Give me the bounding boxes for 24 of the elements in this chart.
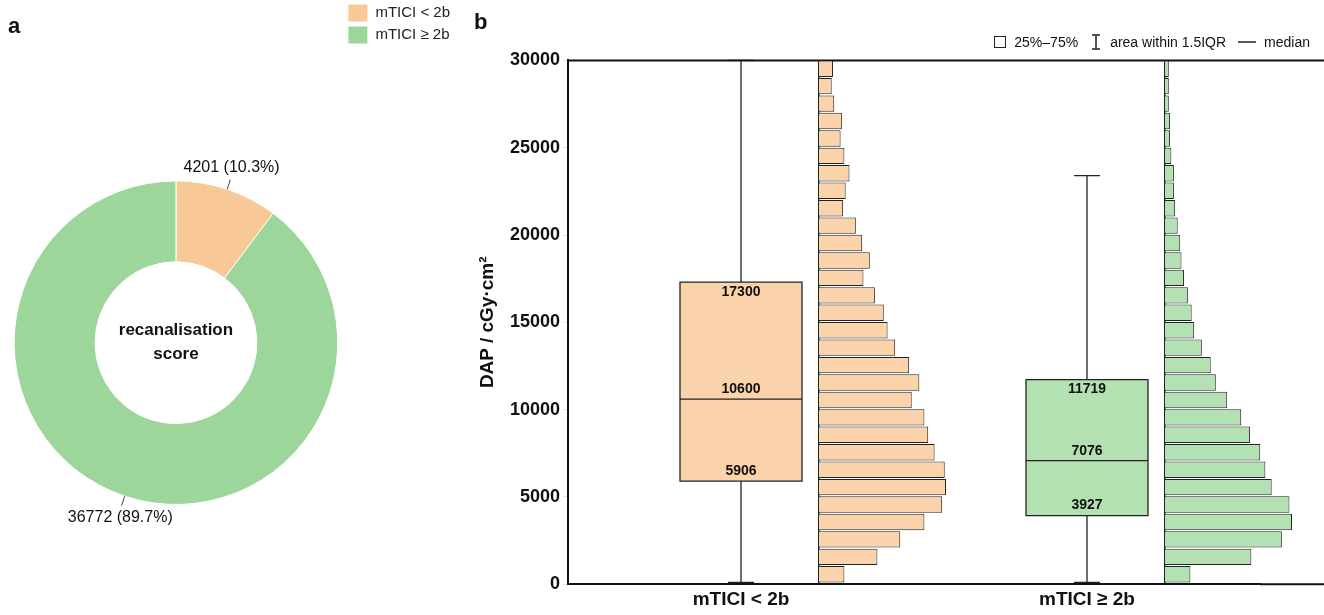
annotation: 3927 <box>1071 496 1103 513</box>
annotation: 7076 <box>1071 441 1103 458</box>
text: recanalisation score <box>118 320 234 364</box>
text: median <box>1264 34 1310 50</box>
data-label: 36772 (89.7%) <box>67 507 173 525</box>
y-tick-label: 5000 <box>519 485 560 506</box>
y-tick-label: 30000 <box>509 49 560 70</box>
annotation: 10600 <box>721 379 761 396</box>
data-label: 4201 (10.3%) <box>183 158 280 176</box>
annotation: 11719 <box>1067 380 1107 397</box>
chart-title: b <box>474 9 488 35</box>
y-axis-title: DAP / cGy·cm² <box>475 256 497 389</box>
y-tick-label: 20000 <box>509 223 560 244</box>
y-tick-label: 0 <box>549 573 560 594</box>
y-tick-label: 10000 <box>509 398 560 419</box>
text: 25%–75% <box>1014 34 1079 50</box>
chart-title: a <box>8 13 21 39</box>
y-tick-label: 25000 <box>509 136 560 157</box>
text: area within 1.5IQR <box>1110 34 1227 50</box>
annotation: 5906 <box>725 461 757 478</box>
annotation: 17300 <box>721 283 761 299</box>
legend-label: mTICI ≥ 2b <box>375 25 450 43</box>
legend-label: mTICI < 2b <box>375 3 450 21</box>
y-tick-label: 15000 <box>509 311 560 332</box>
